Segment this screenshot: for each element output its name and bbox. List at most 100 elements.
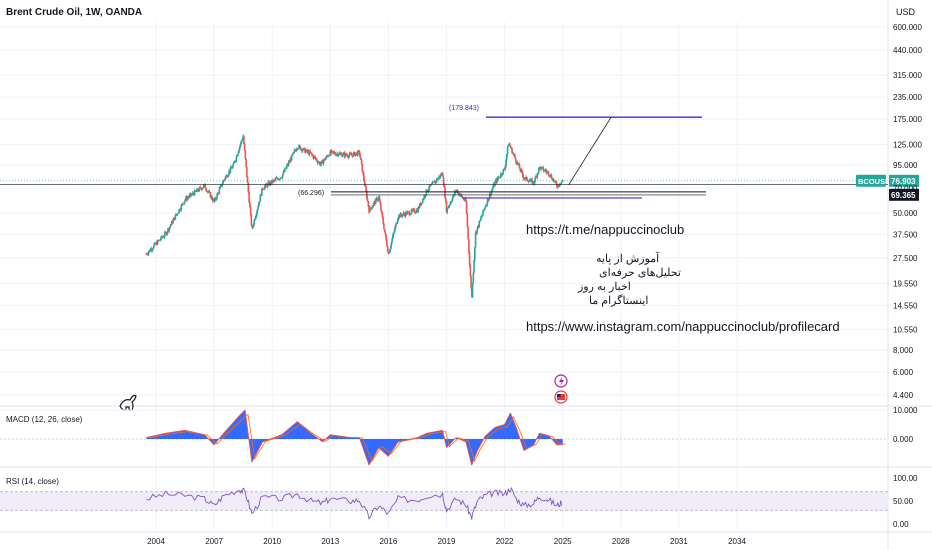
candle[interactable] [263, 188, 265, 190]
candle[interactable] [392, 234, 394, 239]
price-pane[interactable]: (179.843) (66.296) BCOUSD 76.903 69.365 [0, 105, 919, 411]
candle[interactable] [443, 183, 446, 188]
candle[interactable] [245, 158, 247, 167]
candle[interactable] [156, 240, 159, 245]
telegram-link[interactable]: https://t.me/nappuccinoclub [526, 222, 684, 237]
candle[interactable] [358, 151, 361, 154]
candle[interactable] [295, 150, 297, 152]
candle[interactable] [536, 173, 539, 178]
candle[interactable] [445, 201, 448, 213]
candle[interactable] [304, 148, 306, 153]
candle[interactable] [483, 208, 486, 211]
candle[interactable] [147, 254, 149, 255]
candle[interactable] [252, 226, 254, 228]
candle[interactable] [228, 171, 230, 175]
candle[interactable] [365, 186, 367, 192]
candle[interactable] [421, 199, 424, 203]
candle[interactable] [161, 236, 163, 238]
candle[interactable] [288, 162, 291, 163]
candle[interactable] [169, 225, 171, 228]
candle[interactable] [403, 213, 405, 215]
candle[interactable] [552, 179, 555, 182]
candle[interactable] [420, 202, 422, 206]
candle[interactable] [394, 226, 396, 231]
rsi-line[interactable] [146, 486, 563, 520]
candle[interactable] [522, 174, 525, 178]
candle[interactable] [166, 232, 168, 235]
candle[interactable] [505, 159, 507, 166]
candle[interactable] [216, 194, 218, 199]
candle[interactable] [287, 162, 290, 166]
candle[interactable] [230, 167, 233, 169]
candle[interactable] [163, 236, 165, 238]
candle[interactable] [187, 197, 190, 198]
candle[interactable] [391, 238, 393, 243]
candle[interactable] [514, 155, 516, 159]
candle[interactable] [336, 153, 339, 156]
candle[interactable] [427, 189, 430, 191]
candle[interactable] [201, 188, 203, 190]
candle[interactable] [481, 214, 484, 217]
candle[interactable] [514, 158, 517, 162]
candle[interactable] [193, 190, 196, 196]
candle[interactable] [502, 169, 504, 175]
candle[interactable] [561, 179, 564, 182]
candle[interactable] [389, 249, 391, 253]
candle[interactable] [476, 228, 478, 234]
candle[interactable] [152, 248, 154, 250]
candle[interactable] [234, 160, 237, 162]
candle[interactable] [152, 245, 155, 249]
candle[interactable] [366, 198, 369, 202]
candle[interactable] [446, 207, 449, 213]
candle[interactable] [430, 184, 432, 186]
candle[interactable] [526, 177, 528, 181]
candle[interactable] [316, 159, 318, 162]
candle[interactable] [451, 197, 454, 202]
candle[interactable] [501, 174, 504, 176]
candle[interactable] [214, 198, 216, 202]
candle[interactable] [434, 180, 437, 184]
candle[interactable] [362, 172, 364, 174]
candle[interactable] [202, 187, 204, 189]
candle[interactable] [509, 143, 511, 146]
candle[interactable] [417, 207, 419, 213]
candle[interactable] [363, 179, 366, 185]
candle[interactable] [283, 171, 285, 173]
candle[interactable] [521, 171, 524, 175]
candle[interactable] [264, 184, 267, 187]
candle[interactable] [278, 178, 281, 180]
candle[interactable] [472, 272, 475, 283]
candle[interactable] [506, 146, 509, 154]
candle[interactable] [467, 226, 469, 239]
candle[interactable] [511, 147, 513, 154]
candle[interactable] [158, 239, 161, 241]
candle[interactable] [246, 177, 249, 184]
candle[interactable] [364, 184, 367, 187]
candle[interactable] [550, 175, 553, 179]
candle[interactable] [538, 167, 540, 173]
candle[interactable] [285, 166, 288, 169]
candle[interactable] [310, 152, 313, 155]
candle[interactable] [367, 201, 370, 207]
candle[interactable] [469, 265, 472, 277]
candle[interactable] [389, 246, 392, 250]
candle[interactable] [468, 252, 471, 266]
candle[interactable] [432, 182, 434, 183]
candle[interactable] [202, 185, 205, 188]
candle[interactable] [453, 194, 455, 196]
candle[interactable] [196, 188, 199, 191]
candle[interactable] [332, 151, 335, 153]
candle[interactable] [315, 158, 317, 160]
candle[interactable] [178, 209, 180, 213]
candle[interactable] [254, 219, 256, 220]
candle[interactable] [360, 159, 363, 164]
candle[interactable] [249, 207, 252, 215]
candle[interactable] [437, 178, 440, 180]
rsi-pane[interactable]: RSI (14, close) 100.00 50.00 0.00 [0, 474, 918, 529]
candle[interactable] [436, 178, 438, 182]
candle[interactable] [240, 141, 242, 146]
candle[interactable] [359, 153, 361, 158]
candle[interactable] [387, 251, 390, 254]
candle[interactable] [222, 179, 225, 181]
